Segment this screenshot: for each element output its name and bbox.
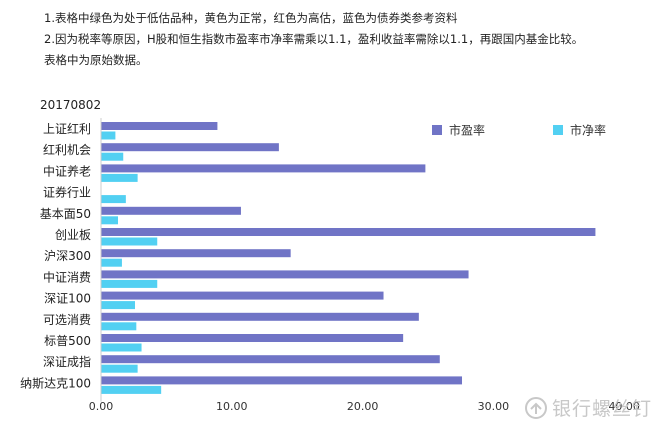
bar-pb [101,131,116,140]
bar-pb [101,322,137,331]
bar-pe [101,291,384,300]
bar-pe [101,143,279,152]
bar-pe [101,376,463,385]
bar-pb [101,152,124,161]
bar-pb [101,385,162,394]
note-line-1: 1.表格中绿色为处于低估品种，黄色为正常，红色为高估，蓝色为债券类参考资料 [44,11,458,25]
bar-pe [101,164,426,173]
category-label: 中证养老 [43,163,91,178]
watermark-text: 银行螺丝钉 [551,398,652,420]
bar-pe [101,206,241,215]
legend-label: 市盈率 [449,123,485,138]
category-label: 中证消费 [43,269,91,284]
category-label: 证券行业 [43,185,91,200]
bar-pe [101,355,440,364]
category-label: 红利机会 [43,142,91,157]
bar-pb [101,343,142,352]
category-label: 沪深300 [44,249,91,263]
note-line-2: 2.因为税率等原因，H股和恒生指数市盈率市净率需乘以1.1，盈利收益率需除以1.… [44,32,584,46]
notes: 1.表格中绿色为处于低估品种，黄色为正常，红色为高估，蓝色为债券类参考资料 2.… [44,8,583,71]
bar-pe [101,122,218,130]
bar-pe [101,249,291,258]
x-tick-label: 0.00 [89,400,114,413]
bar-pb [101,279,158,288]
bar-pe [101,312,419,321]
x-tick-label: 20.00 [347,400,379,413]
x-tick-label: 30.00 [478,400,510,413]
category-label: 纳斯达克100 [20,376,91,390]
bar-pb [101,216,119,225]
watermark: 银行螺丝钉 [524,394,652,421]
category-label: 基本面50 [40,207,91,221]
category-label: 深证100 [44,292,91,306]
date-label: 20170802 [40,98,102,112]
bar-pe [101,270,469,279]
legend-swatch [553,125,563,135]
bar-pb [101,258,122,267]
watermark-logo-icon [524,396,547,419]
bar-pe [101,228,596,236]
category-label: 上证红利 [43,121,91,136]
x-tick-label: 40.00 [608,400,640,413]
category-label: 可选消费 [43,313,91,327]
note-line-3: 表格中为原始数据。 [44,53,148,67]
bar-pb [101,364,138,373]
category-label: 标普500 [44,334,91,348]
bar-pb [101,301,136,310]
bar-pe [101,334,404,342]
legend-label: 市净率 [570,123,606,138]
bar-pb [101,173,138,182]
category-label: 深证成指 [43,354,91,369]
bar-pb [101,195,126,204]
x-tick-label: 10.00 [216,400,248,413]
bar-pb [101,237,158,246]
legend-swatch [432,125,442,135]
category-label: 创业板 [55,228,91,242]
